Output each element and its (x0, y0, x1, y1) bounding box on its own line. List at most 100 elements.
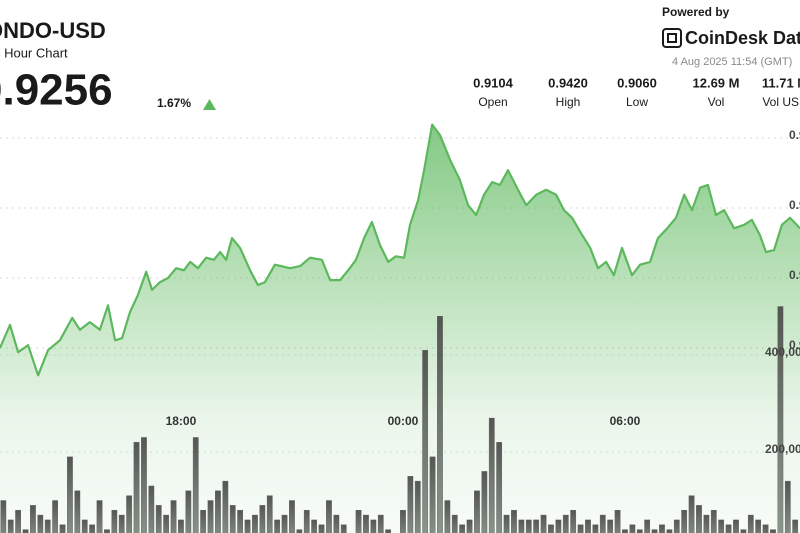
volume-bar (696, 505, 702, 533)
volume-bar (81, 519, 88, 533)
volume-bar (740, 529, 747, 533)
plot-area: 18:00 00:00 06:00 0.91 0.92 0.93 0.94 200,000 40… (0, 123, 800, 533)
volume-bar (192, 437, 199, 533)
volume-bar (363, 514, 369, 533)
volume-bar (74, 490, 81, 533)
stat-value: 0.9104 (473, 75, 514, 90)
volume-bar (0, 500, 7, 533)
volume-bar (777, 306, 784, 533)
volume-bar (377, 514, 384, 533)
volume-bar (614, 510, 621, 533)
volume-bar (89, 524, 96, 533)
volume-bar (747, 514, 754, 533)
volume-bar (651, 529, 658, 533)
volume-bar (503, 514, 510, 533)
stat-label: Open (478, 95, 507, 109)
x-tick-label: 06:00 (610, 414, 641, 428)
volume-bar (474, 490, 480, 533)
volume-bar (688, 495, 695, 533)
volume-bar (659, 524, 665, 533)
volume-bar (30, 505, 36, 533)
volume-bar (104, 529, 110, 533)
volume-bar (59, 524, 66, 533)
volume-bar (200, 510, 207, 533)
volume-bars (0, 306, 799, 533)
subtitle: 24 Hour Chart (0, 45, 68, 60)
header: ONDO-USD 24 Hour Chart 0.9256 1.67% Powe… (0, 5, 800, 114)
y-tick-label: 0.91 (789, 338, 800, 352)
volume-bar (340, 524, 347, 533)
volume-bar (540, 514, 547, 533)
volume-bar (792, 519, 799, 533)
symbol: ONDO-USD (0, 18, 106, 43)
volume-bar (7, 519, 14, 533)
volume-bar (266, 495, 273, 533)
x-tick-label: 00:00 (388, 414, 419, 428)
volume-bar (622, 529, 628, 533)
x-tick-label: 18:00 (166, 414, 197, 428)
y2-tick-label: 400,000 (765, 345, 800, 359)
volume-bar (252, 514, 258, 533)
volume-bar (422, 349, 429, 533)
volume-bar (585, 519, 591, 533)
stat-label: High (556, 95, 581, 109)
volume-bar (185, 490, 192, 533)
volume-bar (67, 456, 73, 533)
volume-bar (163, 514, 170, 533)
stat-value: 11.71 M (762, 75, 800, 90)
volume-bar (481, 471, 488, 533)
y2-tick-label: 200,000 (765, 442, 800, 456)
price-line (0, 123, 800, 377)
volume-bar (237, 510, 244, 533)
volume-bar (525, 519, 532, 533)
volume-bar (496, 442, 503, 533)
y-tick-label: 0.94 (789, 128, 800, 142)
timestamp: 4 Aug 2025 11:54 (GMT) (672, 56, 792, 68)
volume-bar (222, 480, 229, 533)
volume-bar (533, 519, 540, 533)
volume-bar (414, 480, 421, 533)
volume-bar (762, 524, 769, 533)
volume-bar (215, 490, 221, 533)
volume-bar (111, 510, 118, 533)
volume-bar (96, 500, 103, 533)
volume-bar (155, 505, 162, 533)
volume-bar (607, 519, 614, 533)
volume-bar (259, 505, 266, 533)
volume-bar (407, 476, 414, 533)
volume-bar (333, 514, 340, 533)
volume-bar (229, 505, 236, 533)
volume-bar (644, 519, 651, 533)
volume-bar (577, 524, 584, 533)
volume-bar (599, 514, 606, 533)
volume-bar (133, 442, 140, 533)
volume-bar (44, 519, 51, 533)
volume-bar (488, 417, 495, 533)
volume-bar (511, 510, 517, 533)
volume-bar (126, 495, 133, 533)
volume-bar (170, 500, 177, 533)
volume-bar (592, 524, 599, 533)
powered-by: Powered by (662, 5, 730, 19)
volume-bar (733, 519, 739, 533)
volume-bar (555, 519, 562, 533)
volume-bar (444, 500, 451, 533)
stat-label: Low (626, 95, 648, 109)
volume-bar (429, 456, 436, 533)
volume-bar (274, 519, 281, 533)
volume-bar (318, 524, 325, 533)
volume-bar (673, 519, 680, 533)
stat-label: Vol USD (762, 95, 800, 109)
volume-bar (770, 529, 776, 533)
volume-bar (548, 524, 554, 533)
volume-bar (207, 500, 214, 533)
brand: CoinDesk Data (685, 28, 800, 48)
stat-value: 12.69 M (693, 75, 740, 90)
volume-bar (437, 316, 443, 533)
change: 1.67% (157, 96, 191, 110)
volume-bar (681, 510, 688, 533)
volume-bar (562, 514, 569, 533)
stat-label: Vol (708, 95, 725, 109)
volume-bar (703, 514, 710, 533)
